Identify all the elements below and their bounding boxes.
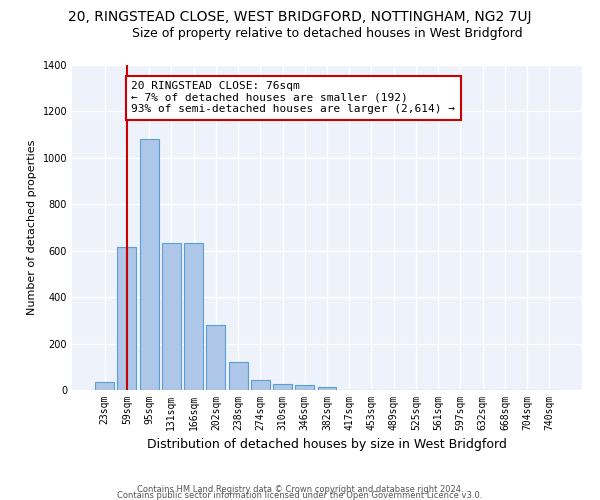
Bar <box>140 140 158 390</box>
Title: Size of property relative to detached houses in West Bridgford: Size of property relative to detached ho… <box>131 27 523 40</box>
Bar <box>162 242 181 390</box>
Bar <box>184 242 203 390</box>
Bar <box>118 247 136 390</box>
Y-axis label: Number of detached properties: Number of detached properties <box>27 140 37 315</box>
Text: 20, RINGSTEAD CLOSE, WEST BRIDGFORD, NOTTINGHAM, NG2 7UJ: 20, RINGSTEAD CLOSE, WEST BRIDGFORD, NOT… <box>68 10 532 24</box>
Bar <box>273 384 292 390</box>
X-axis label: Distribution of detached houses by size in West Bridgford: Distribution of detached houses by size … <box>147 438 507 452</box>
Text: Contains HM Land Registry data © Crown copyright and database right 2024.: Contains HM Land Registry data © Crown c… <box>137 484 463 494</box>
Bar <box>206 325 225 390</box>
Text: 20 RINGSTEAD CLOSE: 76sqm
← 7% of detached houses are smaller (192)
93% of semi-: 20 RINGSTEAD CLOSE: 76sqm ← 7% of detach… <box>131 81 455 114</box>
Bar <box>95 382 114 390</box>
Bar <box>317 387 337 390</box>
Text: Contains public sector information licensed under the Open Government Licence v3: Contains public sector information licen… <box>118 490 482 500</box>
Bar <box>229 362 248 390</box>
Bar <box>251 380 270 390</box>
Bar <box>295 386 314 390</box>
